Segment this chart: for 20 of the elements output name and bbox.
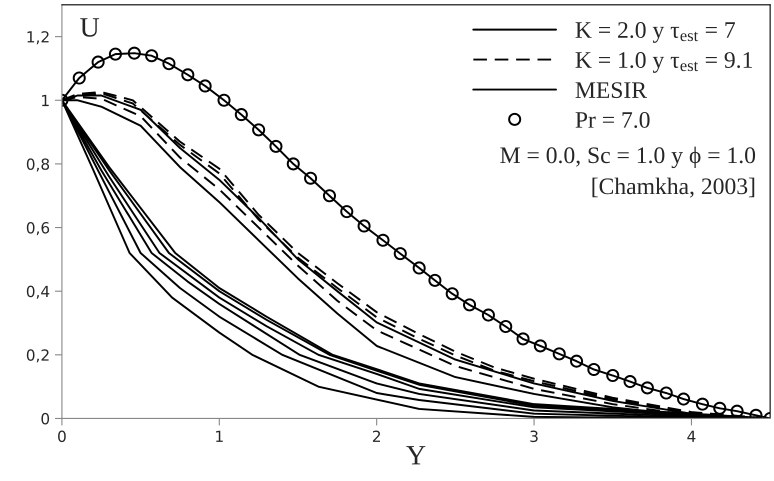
y-tick-label: 0,6 bbox=[26, 222, 50, 236]
x-tick-label: 2 bbox=[372, 430, 380, 442]
legend-label: MESIR bbox=[576, 82, 647, 98]
annotation: [Chamkha, 2003] bbox=[592, 178, 754, 198]
y-tick-label: 0,4 bbox=[26, 286, 50, 299]
legend-label: K = 1.0 y τ$_{est}$ = 9.1 bbox=[576, 52, 752, 73]
y-tick-label: 0,8 bbox=[26, 158, 50, 172]
annotation: M = 0.0, Sc = 1.0 y ϕ = 1.0 bbox=[500, 146, 756, 168]
y-axis-title: U bbox=[80, 18, 100, 37]
x-tick-label: 4 bbox=[687, 430, 696, 442]
legend-label: K = 2.0 y τ$_{est}$ = 7 bbox=[576, 22, 735, 43]
x-tick-label: 3 bbox=[530, 430, 538, 442]
x-axis-title: Y bbox=[406, 446, 426, 464]
x-tick-label: 1 bbox=[216, 430, 223, 442]
x-tick-label: 0 bbox=[58, 430, 66, 442]
y-tick-label: 1,2 bbox=[27, 31, 49, 44]
legend-label: Pr = 7.0 bbox=[576, 112, 650, 128]
y-tick-label: 0 bbox=[41, 412, 50, 424]
y-tick-label: 1 bbox=[42, 94, 49, 106]
y-tick-label: 0,2 bbox=[26, 349, 49, 362]
